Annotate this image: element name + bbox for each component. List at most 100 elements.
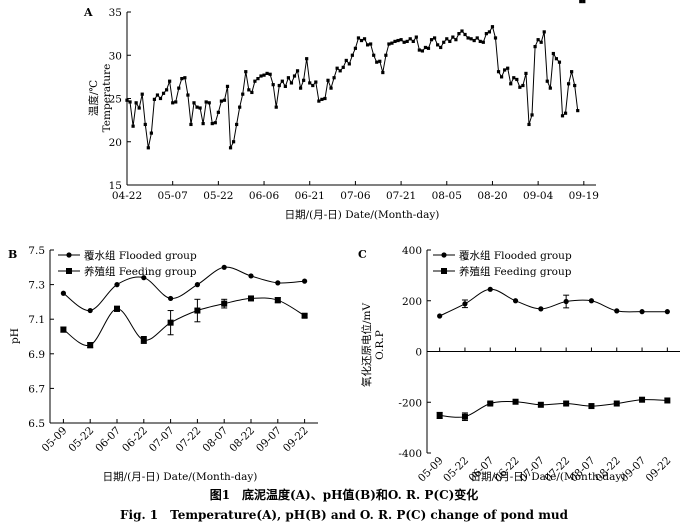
panel-a-point (530, 113, 534, 117)
panel-b-point (248, 295, 254, 302)
panel-a-point (168, 79, 172, 83)
panel-a-point (247, 88, 251, 92)
panel-c-point (462, 301, 468, 307)
panel-a-point (231, 140, 236, 144)
panel-a-point (329, 86, 333, 90)
panel-a-point (493, 36, 498, 40)
panel-a-point (579, 0, 583, 4)
panel-a-point (186, 93, 190, 97)
panel-b-point (194, 282, 200, 288)
panel-a-point (521, 83, 525, 88)
panel-a-point (171, 101, 175, 105)
panel-c-point (436, 412, 443, 419)
panel-c-point (487, 286, 493, 292)
panel-b-point (114, 282, 120, 288)
panel-a-point (436, 43, 440, 47)
panel-c-series-line (439, 399, 668, 418)
panel-b-legend-label: 覆水组 Flooded group (84, 249, 197, 262)
panel-b-point (60, 290, 66, 296)
panel-a-point (259, 74, 263, 78)
panel-a-point (295, 69, 300, 73)
panel-b-y-tick-label: 7.5 (28, 245, 45, 257)
panel-c-label: C (358, 248, 367, 261)
panel-a-point (576, 109, 580, 113)
panel-b-point (87, 307, 93, 314)
panel-a-x-tick-label: 07-06 (340, 190, 371, 202)
panel-a-point (506, 66, 510, 70)
panel-a-point (198, 106, 202, 110)
panel-a-point (341, 65, 345, 69)
panel-a-point (134, 101, 138, 105)
panel-a-point (487, 30, 492, 34)
panel-b-y-tick-label: 6.9 (28, 349, 45, 361)
panel-a-point (286, 76, 291, 80)
panel-a-point (149, 131, 153, 135)
panel-a-point (253, 79, 257, 83)
panel-a-point (551, 51, 555, 56)
panel-a-point (411, 39, 415, 44)
panel-a-point (350, 53, 354, 57)
panel-b-point (60, 326, 67, 333)
panel-a-point (378, 59, 382, 63)
panel-a-ylabel-en: Temperature (101, 64, 113, 133)
panel-a-point (387, 42, 391, 46)
panel-c-y-tick-label: 0 (415, 347, 422, 359)
panel-a-xlabel: 日期/(月-日) Date/(Month-day) (285, 209, 440, 221)
panel-c-series-line (439, 288, 668, 317)
panel-a-point (353, 46, 358, 50)
panel-b-point (301, 312, 308, 319)
panel-a-point (472, 38, 476, 43)
panel-b-y-tick-label: 7.3 (28, 280, 45, 292)
panel-a-point (457, 32, 461, 36)
panel-a-point (347, 62, 351, 66)
panel-b-series (60, 264, 308, 349)
panel-b-y-tick-label: 6.5 (28, 418, 45, 430)
panel-b-point (140, 336, 147, 343)
panel-b-y-ticks: 6.5 6.7 6.9 7.1 7.3 7.5 (28, 245, 54, 430)
panel-c-legend-marker (441, 252, 447, 258)
panel-a-x-tick-label: 08-05 (432, 190, 462, 202)
panel-c-point (563, 298, 569, 305)
panel-c-point (639, 396, 646, 403)
panel-a-point (503, 68, 507, 72)
panel-a-y-tick-label: 35 (109, 7, 122, 19)
panel-b-x-tick-label: 06-07 (93, 425, 123, 455)
panel-a-point (320, 97, 324, 101)
panel-a-point (429, 38, 434, 42)
panel-b-point (114, 305, 120, 312)
panel-a-x-tick-label: 08-20 (477, 190, 507, 202)
panel-c-xlabel: 日期/(月-日) Date/(Month-day) (471, 471, 626, 483)
panel-a-point (463, 32, 467, 37)
panel-a-point (527, 122, 531, 127)
panel-a-point (365, 43, 370, 47)
panel-a-point (125, 98, 129, 102)
panel-b-legend: 覆水组 Flooded group 养殖组 Feeding group (58, 249, 197, 278)
panel-b-series-line (63, 297, 305, 347)
panel-a-point (536, 38, 540, 42)
panel-c-legend: 覆水组 Flooded group 养殖组 Feeding group (433, 249, 572, 278)
panel-a-point (146, 146, 150, 150)
panel-b-point (248, 273, 254, 279)
panel-a-point (308, 81, 312, 85)
panel-a-y-tick-label: 15 (109, 180, 122, 192)
panel-c-point (588, 298, 595, 304)
panel-b-legend-marker (66, 252, 72, 258)
panel-a-point (219, 99, 224, 103)
panel-a-point (560, 114, 565, 118)
panel-a-point (338, 69, 342, 73)
panel-a-point (204, 100, 208, 104)
panel-a-point (244, 70, 248, 74)
panel-a-point (152, 97, 157, 101)
panel-a-point (216, 110, 220, 114)
panel-a-point (405, 39, 409, 44)
panel-a-point (573, 83, 577, 88)
panel-a-point (466, 36, 470, 40)
panel-a-point (496, 70, 501, 74)
panel-a-point (451, 35, 455, 39)
panel-c-ylabel-zh: 氧化还原电位/mV (360, 303, 373, 387)
panel-a-point (524, 71, 528, 76)
panel-c-legend-label: 覆水组 Flooded group (459, 249, 572, 262)
panel-a-point (192, 101, 196, 105)
panel-a-point (426, 46, 431, 50)
panel-b-point (221, 264, 227, 270)
